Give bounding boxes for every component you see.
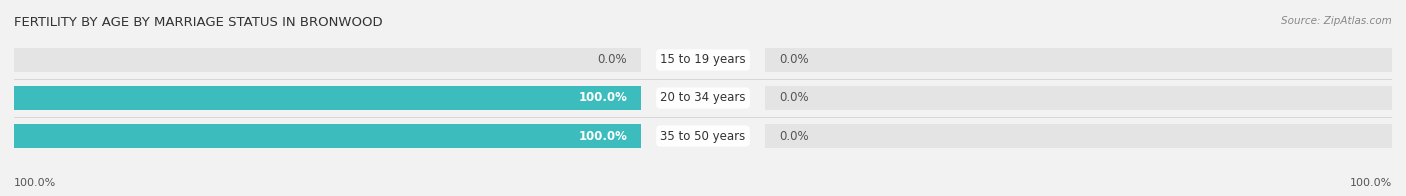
Bar bbox=[14, 86, 641, 110]
Text: 100.0%: 100.0% bbox=[1350, 178, 1392, 188]
Bar bbox=[765, 48, 1392, 72]
Text: 100.0%: 100.0% bbox=[578, 130, 627, 142]
Bar bbox=[14, 48, 641, 72]
Text: 35 to 50 years: 35 to 50 years bbox=[661, 130, 745, 142]
Bar bbox=[14, 124, 641, 148]
Text: Source: ZipAtlas.com: Source: ZipAtlas.com bbox=[1281, 16, 1392, 26]
Text: 0.0%: 0.0% bbox=[779, 92, 808, 104]
Bar bbox=[14, 124, 641, 148]
Text: 15 to 19 years: 15 to 19 years bbox=[661, 54, 745, 66]
Bar bbox=[14, 86, 641, 110]
Text: 100.0%: 100.0% bbox=[14, 178, 56, 188]
Bar bbox=[765, 124, 1392, 148]
Text: 20 to 34 years: 20 to 34 years bbox=[661, 92, 745, 104]
Text: 0.0%: 0.0% bbox=[779, 130, 808, 142]
Bar bbox=[765, 86, 1392, 110]
Text: FERTILITY BY AGE BY MARRIAGE STATUS IN BRONWOOD: FERTILITY BY AGE BY MARRIAGE STATUS IN B… bbox=[14, 16, 382, 29]
Text: 100.0%: 100.0% bbox=[578, 92, 627, 104]
Text: 0.0%: 0.0% bbox=[598, 54, 627, 66]
Text: 0.0%: 0.0% bbox=[779, 54, 808, 66]
